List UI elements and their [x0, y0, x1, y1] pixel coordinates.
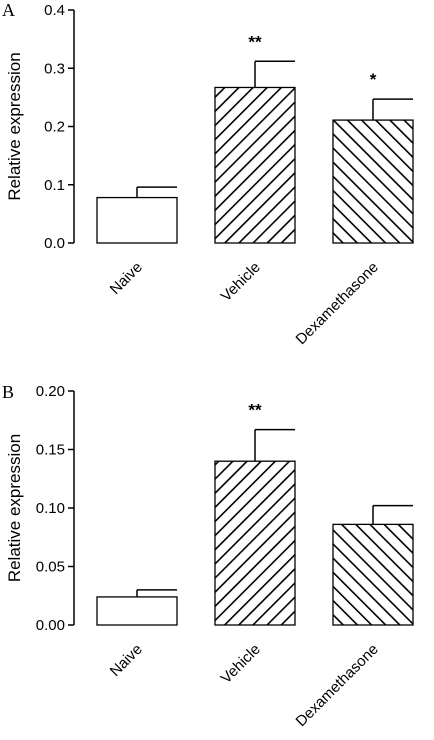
bar-vehicle [214, 86, 296, 244]
panel-letter: A [2, 0, 15, 20]
x-category-label: Dexamethasone [293, 259, 382, 348]
y-tick-label: 0.3 [44, 60, 65, 77]
y-tick-label: 0.4 [44, 2, 65, 19]
x-category-label: Vehicle [218, 259, 264, 305]
x-category-label: Dexamethasone [293, 641, 382, 730]
bar-dexamethasone [332, 119, 414, 244]
y-tick-label: 0.00 [36, 617, 65, 634]
significance-marker: * [370, 70, 377, 89]
y-tick-label: 0.05 [36, 559, 65, 576]
chart-panel-b: B Relative expression 0.00 0.05 0.10 0.15 0.20… [2, 382, 414, 730]
y-tick-label: 0.2 [44, 119, 65, 136]
x-category-label: Naive [107, 641, 146, 680]
bar-dexamethasone [332, 523, 414, 626]
significance-marker: ** [248, 401, 262, 420]
bar-naive [96, 196, 178, 244]
y-tick-label: 0.15 [36, 442, 65, 459]
y-tick-label: 0.20 [36, 383, 65, 400]
y-tick-label: 0.0 [44, 235, 65, 252]
panel-letter: B [2, 382, 14, 402]
y-axis-label: Relative expression [5, 434, 24, 582]
chart-panel-a: A Relative expression 0.0 0.1 0.2 0.3 0.4 Naive… [2, 0, 414, 348]
x-category-label: Vehicle [218, 641, 264, 687]
y-tick-label: 0.1 [44, 177, 65, 194]
bar-vehicle [214, 460, 296, 626]
significance-marker: ** [248, 32, 262, 51]
bar-naive [96, 596, 178, 626]
x-category-label: Naive [107, 259, 146, 298]
y-tick-label: 0.10 [36, 500, 65, 517]
y-axis-label: Relative expression [5, 52, 24, 200]
